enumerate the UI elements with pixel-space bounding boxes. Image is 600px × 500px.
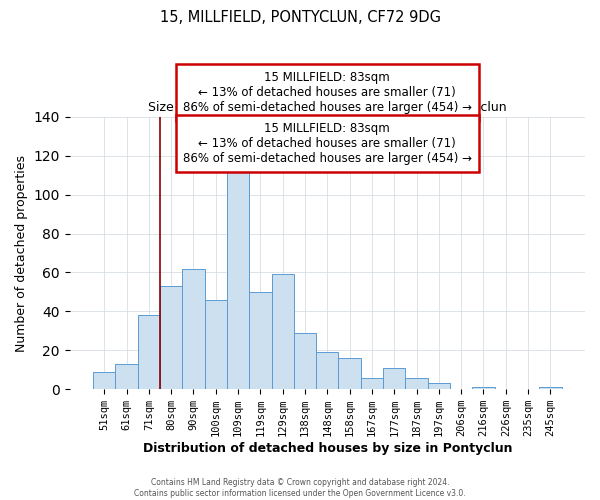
Bar bbox=[383, 368, 406, 389]
Title: Size of property relative to detached houses in Pontyclun: Size of property relative to detached ho… bbox=[148, 102, 506, 114]
Bar bbox=[316, 352, 338, 389]
Bar bbox=[115, 364, 137, 389]
Bar bbox=[428, 384, 450, 389]
Bar bbox=[137, 316, 160, 389]
Bar bbox=[205, 300, 227, 389]
Bar bbox=[227, 170, 249, 389]
Text: Contains HM Land Registry data © Crown copyright and database right 2024.
Contai: Contains HM Land Registry data © Crown c… bbox=[134, 478, 466, 498]
X-axis label: Distribution of detached houses by size in Pontyclun: Distribution of detached houses by size … bbox=[143, 442, 512, 455]
Bar bbox=[294, 333, 316, 389]
Bar bbox=[361, 378, 383, 389]
Text: 15 MILLFIELD: 83sqm
← 13% of detached houses are smaller (71)
86% of semi-detach: 15 MILLFIELD: 83sqm ← 13% of detached ho… bbox=[183, 122, 472, 166]
Text: 15, MILLFIELD, PONTYCLUN, CF72 9DG: 15, MILLFIELD, PONTYCLUN, CF72 9DG bbox=[160, 10, 440, 25]
Bar bbox=[338, 358, 361, 389]
Bar bbox=[160, 286, 182, 389]
Bar bbox=[539, 388, 562, 389]
Bar bbox=[93, 372, 115, 389]
Bar bbox=[272, 274, 294, 389]
Bar bbox=[182, 268, 205, 389]
Bar bbox=[406, 378, 428, 389]
Text: 15 MILLFIELD: 83sqm
← 13% of detached houses are smaller (71)
86% of semi-detach: 15 MILLFIELD: 83sqm ← 13% of detached ho… bbox=[183, 71, 472, 114]
Bar bbox=[249, 292, 272, 389]
Bar bbox=[472, 388, 494, 389]
Y-axis label: Number of detached properties: Number of detached properties bbox=[15, 154, 28, 352]
